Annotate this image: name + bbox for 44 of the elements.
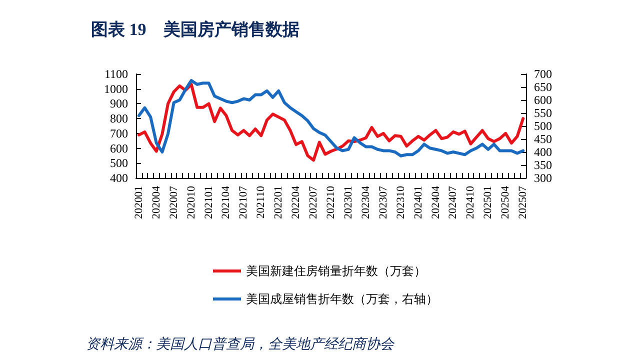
x-tick-label: 202201 (272, 186, 285, 219)
x-tick-label: 202401 (412, 186, 424, 219)
x-tick-label: 202107 (238, 186, 250, 219)
y2-tick-label: 300 (534, 171, 552, 185)
x-tick-label: 202504 (500, 186, 512, 219)
y2-tick-label: 450 (534, 132, 552, 146)
x-tick-label: 202001 (132, 186, 145, 219)
y-tick-label: 700 (110, 126, 128, 140)
x-tick-label: 202110 (255, 186, 268, 219)
y-tick-label: 900 (110, 96, 128, 111)
y2-tick-label: 400 (534, 145, 552, 159)
y2-tick-label: 550 (534, 106, 552, 120)
x-tick-label: 202304 (360, 186, 372, 219)
chart-title: 图表 19 美国房产销售数据 (91, 20, 300, 39)
x-tick-label: 202310 (394, 186, 407, 219)
y2-tick-label: 500 (534, 119, 552, 133)
x-tick-label: 202507 (517, 186, 530, 219)
x-tick-label: 202104 (220, 186, 232, 219)
x-tick-label: 202301 (342, 186, 354, 219)
x-tick-label: 202010 (185, 186, 198, 219)
y-tick-label: 600 (110, 141, 128, 156)
x-tick-label: 202007 (168, 186, 180, 219)
legend-label: 美国成屋销售折年数（万套，右轴） (246, 292, 438, 306)
y-tick-label: 800 (110, 112, 128, 126)
y2-tick-label: 350 (534, 158, 552, 172)
y-tick-label: 1100 (104, 67, 128, 81)
legend-label: 美国新建住房销量折年数（万套） (246, 264, 426, 278)
y-tick-label: 1000 (104, 82, 128, 96)
x-tick-label: 202207 (308, 186, 320, 219)
x-tick-label: 202410 (464, 186, 477, 219)
x-tick-label: 202501 (482, 186, 494, 219)
y-tick-label: 400 (110, 171, 128, 185)
y2-tick-label: 700 (534, 67, 552, 81)
x-tick-label: 202004 (150, 186, 162, 219)
x-tick-label: 202101 (202, 186, 215, 219)
x-tick-label: 202210 (325, 186, 337, 219)
x-tick-label: 202404 (430, 186, 442, 219)
x-tick-label: 202307 (377, 186, 390, 219)
y-tick-label: 500 (110, 156, 128, 170)
x-tick-label: 202407 (447, 186, 460, 219)
y2-tick-label: 600 (534, 93, 552, 107)
text: 资料来源：美国人口普查局，全美地产经纪商协会 (86, 336, 395, 352)
x-tick-label: 202204 (290, 186, 302, 219)
y2-tick-label: 650 (534, 80, 552, 94)
